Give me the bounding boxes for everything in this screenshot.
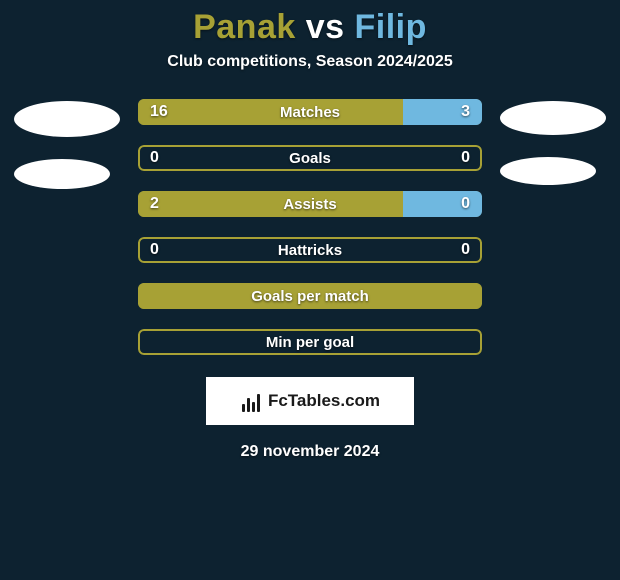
avatar [14, 159, 110, 189]
stat-row: Min per goal [138, 329, 482, 355]
brand-box[interactable]: FcTables.com [206, 377, 414, 425]
stat-value-right: 3 [449, 99, 482, 125]
stat-label: Goals [138, 145, 482, 171]
stat-row: Goals0 0 [138, 145, 482, 171]
stat-value-right: 0 [449, 237, 482, 263]
stat-value-left: 2 [138, 191, 171, 217]
avatar [500, 101, 606, 135]
page-title: Panak vs Filip [193, 8, 427, 47]
stat-label: Matches [138, 99, 482, 125]
stat-bars: Matches163Goals00Assists20Hattricks00Goa… [138, 99, 482, 355]
stat-label: Goals per match [138, 283, 482, 309]
stat-label: Hattricks [138, 237, 482, 263]
stat-row: Assists2 0 [138, 191, 482, 217]
stat-value-left: 16 [138, 99, 180, 125]
avatar [500, 157, 596, 185]
avatar [14, 101, 120, 137]
stats-area: Matches163Goals00Assists20Hattricks00Goa… [0, 99, 620, 355]
stat-value-right: 0 [449, 191, 482, 217]
stat-row: Hattricks0 0 [138, 237, 482, 263]
avatars-left [14, 99, 120, 189]
brand-text: FcTables.com [268, 391, 380, 411]
bars-chart-icon [240, 390, 262, 412]
title-player2: Filip [355, 8, 427, 46]
stat-label: Min per goal [138, 329, 482, 355]
stat-row: Matches16 3 [138, 99, 482, 125]
stat-value-left: 0 [138, 237, 171, 263]
content-root: Panak vs Filip Club competitions, Season… [0, 0, 620, 580]
title-player1: Panak [193, 8, 296, 46]
title-vs: vs [306, 8, 345, 46]
stat-value-right: 0 [449, 145, 482, 171]
stat-value-left: 0 [138, 145, 171, 171]
stat-row: Goals per match [138, 283, 482, 309]
stat-label: Assists [138, 191, 482, 217]
date-line: 29 november 2024 [241, 443, 380, 461]
subtitle: Club competitions, Season 2024/2025 [167, 53, 452, 71]
avatars-right [500, 99, 606, 185]
